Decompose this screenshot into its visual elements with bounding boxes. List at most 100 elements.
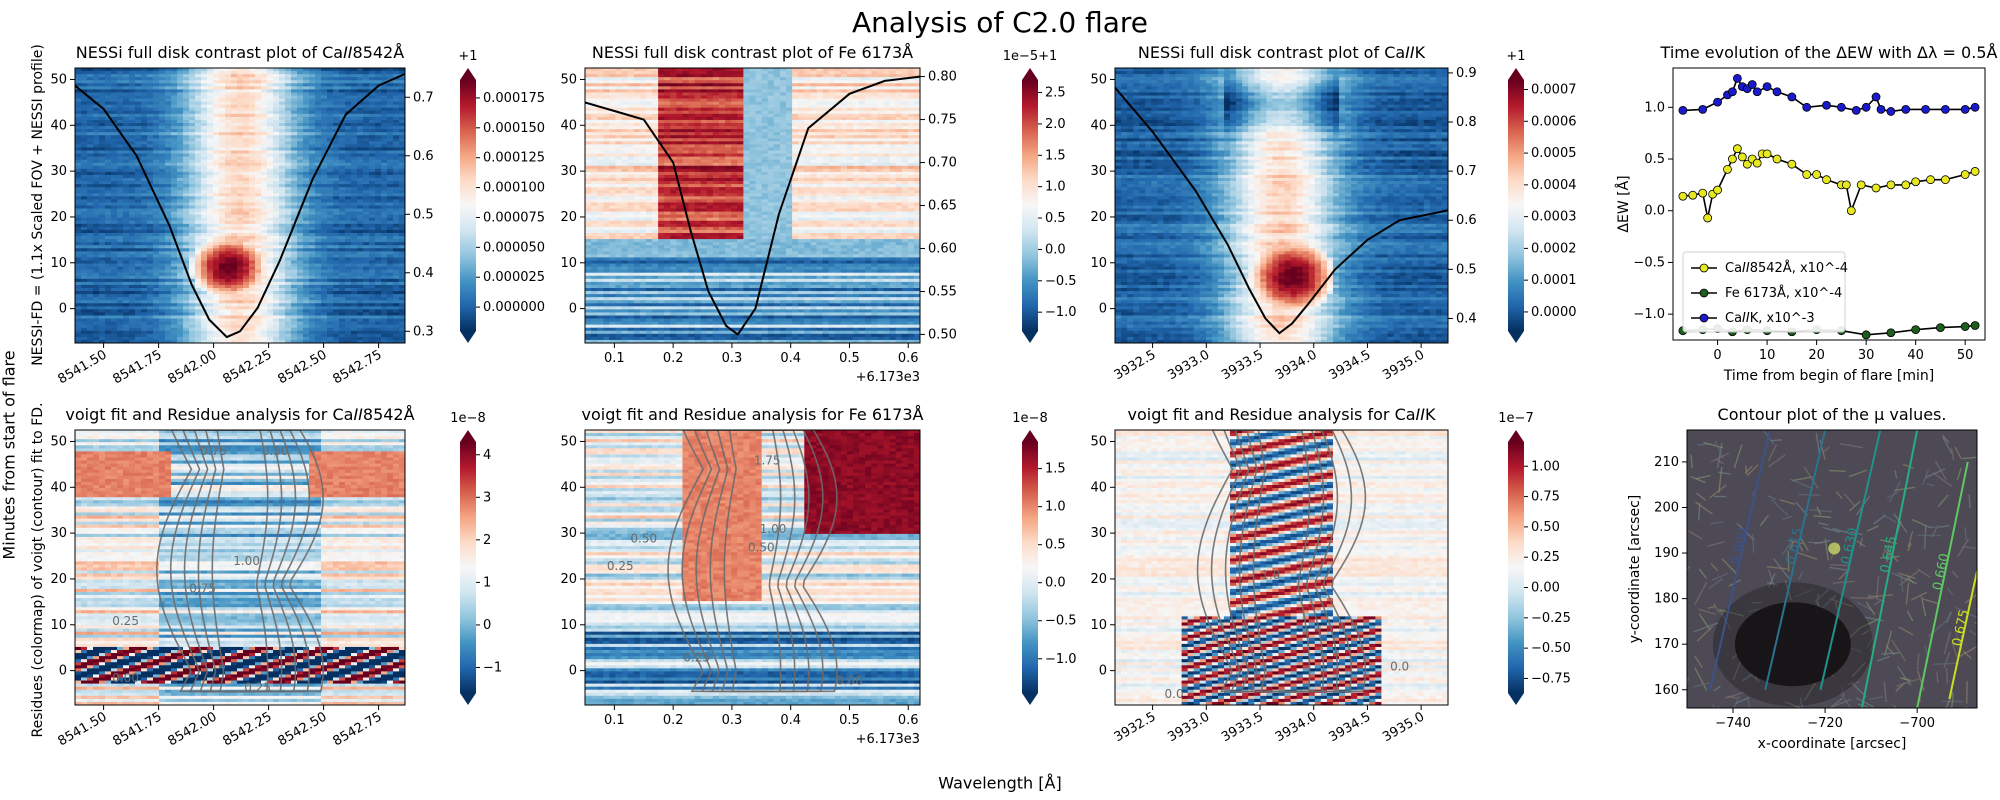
colorbar-tick-label: −0.5 xyxy=(1045,274,1077,289)
series-point xyxy=(1886,328,1896,338)
series-point xyxy=(1960,322,1970,331)
y-tick-label: 1.0 xyxy=(1644,100,1665,115)
series-point xyxy=(1876,104,1886,114)
mu-contour-label: 0.645 xyxy=(1878,535,1900,574)
x-offset-label: +6.173e3 xyxy=(856,370,920,385)
series-point xyxy=(1812,170,1822,179)
y2-tick-label: 0.50 xyxy=(928,327,957,342)
x-tick-label: 0.6 xyxy=(898,713,919,728)
x-tick-label: 0.2 xyxy=(663,713,684,728)
series-point xyxy=(1762,149,1772,159)
contour-label: 1.00 xyxy=(760,522,787,536)
series-point xyxy=(1846,206,1856,216)
y2-tick-label: 0.9 xyxy=(1456,66,1477,81)
contour-label: 0.0 xyxy=(1165,687,1184,701)
colorbar xyxy=(1508,442,1524,693)
y-tick-label: 50 xyxy=(1090,434,1107,449)
x-tick-label: 3933.5 xyxy=(1219,709,1266,745)
series-point xyxy=(1940,104,1950,114)
y2-tick-label: 0.5 xyxy=(413,207,434,222)
line-profile xyxy=(75,72,405,339)
x-tick-label: 8542.00 xyxy=(166,709,220,749)
y2-tick-label: 0.6 xyxy=(413,149,434,164)
y-tick-label: 200 xyxy=(1654,500,1679,515)
series-point xyxy=(1901,180,1911,190)
y-tick-label: 190 xyxy=(1654,546,1679,561)
top-row-ylabel: NESSI-FD = (1.1x Scaled FOV + NESSI prof… xyxy=(30,44,46,366)
panel-title: voigt fit and Residue analysis for CaII8… xyxy=(65,405,414,424)
series-point xyxy=(1732,144,1742,154)
series-point xyxy=(1911,325,1921,335)
colorbar-tick-label: −1.0 xyxy=(1045,305,1077,320)
voigt-contour xyxy=(681,430,824,693)
mu-contour xyxy=(1709,430,1771,690)
axes-frame xyxy=(74,67,406,344)
panel-title: Time evolution of the ΔEW with Δλ = 0.5Å xyxy=(1660,43,1998,62)
x-tick-label: 3933.5 xyxy=(1219,347,1266,383)
y-tick-label: 210 xyxy=(1654,455,1679,470)
contour-label: 0.25 xyxy=(112,614,139,628)
x-tick-label: 0.4 xyxy=(780,713,801,728)
series-point xyxy=(1911,177,1921,187)
x-tick-label: 30 xyxy=(1858,348,1875,363)
voigt-contour xyxy=(1224,430,1339,693)
series-point xyxy=(1787,92,1797,102)
y2-tick-label: 0.7 xyxy=(1456,164,1477,179)
series-point xyxy=(1747,80,1757,89)
y2-tick-label: 0.5 xyxy=(1456,262,1477,277)
colorbar-tick-label: 2 xyxy=(483,533,491,548)
colorbar-extend-top xyxy=(1508,430,1524,442)
y-tick-label: 20 xyxy=(1090,572,1107,587)
colorbar-tick-label: 1.0 xyxy=(1045,180,1066,195)
series-point xyxy=(1678,106,1688,115)
voigt-contour xyxy=(169,430,311,693)
contour-label: 0.75 xyxy=(189,582,216,596)
colorbar-offset-label: 1e−7 xyxy=(1498,411,1533,426)
y-axis-label: y-coordinate [arcsec] xyxy=(1627,495,1643,643)
colorbar-tick-label: −1.0 xyxy=(1045,652,1077,667)
y-tick-label: 40 xyxy=(50,480,67,495)
series-point xyxy=(1772,154,1782,164)
colorbar-tick-label: 0.50 xyxy=(1531,520,1560,535)
series-point xyxy=(1737,152,1747,162)
voigt-contour xyxy=(667,430,838,693)
colorbar-tick-label: −1 xyxy=(483,660,502,675)
colorbar-tick-label: 0.25 xyxy=(1531,550,1560,565)
y-tick-label: 10 xyxy=(50,618,67,633)
series-point xyxy=(1703,213,1713,223)
colorbar-tick-label: 1.0 xyxy=(1045,500,1066,515)
x-tick-label: 3934.0 xyxy=(1273,709,1320,745)
line-profile xyxy=(1115,86,1448,335)
colorbar-tick-label: 0.75 xyxy=(1531,490,1560,505)
y-tick-label: 20 xyxy=(50,572,67,587)
series-point xyxy=(1822,100,1831,110)
series-point xyxy=(1886,107,1896,116)
y2-tick-label: 0.8 xyxy=(1456,115,1477,130)
x-tick-label: 3934.5 xyxy=(1327,709,1374,745)
x-tick-label: 0.3 xyxy=(722,351,743,366)
y2-tick-label: 0.55 xyxy=(928,284,957,299)
contour-label: 1.0 xyxy=(1261,568,1280,582)
colorbar-tick-label: 1.5 xyxy=(1045,148,1066,163)
x-tick-label: 20 xyxy=(1808,348,1825,363)
contour-label: 0.25 xyxy=(244,680,271,694)
y-tick-label: 40 xyxy=(560,480,577,495)
colorbar-tick-label: 4 xyxy=(483,448,491,463)
x-tick-label: 0.1 xyxy=(604,351,625,366)
colorbar-extend-bottom xyxy=(1508,693,1524,705)
colorbar-tick-label: 0.0001 xyxy=(1531,273,1577,288)
legend-marker xyxy=(1699,313,1709,323)
colorbar-tick-label: 1 xyxy=(483,575,491,590)
y-tick-label: 50 xyxy=(1090,72,1107,87)
y2-tick-label: 0.4 xyxy=(413,266,434,281)
outer-ylabel: Minutes from start of flare xyxy=(0,350,19,559)
series-point xyxy=(1802,102,1812,112)
y-tick-label: 30 xyxy=(50,164,67,179)
x-tick-label: 3934.5 xyxy=(1327,347,1374,383)
legend-entry: CaII8542Å, x10^-4 xyxy=(1725,260,1848,276)
voigt-contour xyxy=(1252,430,1311,693)
series-point xyxy=(1698,104,1708,114)
series-point xyxy=(1921,104,1930,114)
